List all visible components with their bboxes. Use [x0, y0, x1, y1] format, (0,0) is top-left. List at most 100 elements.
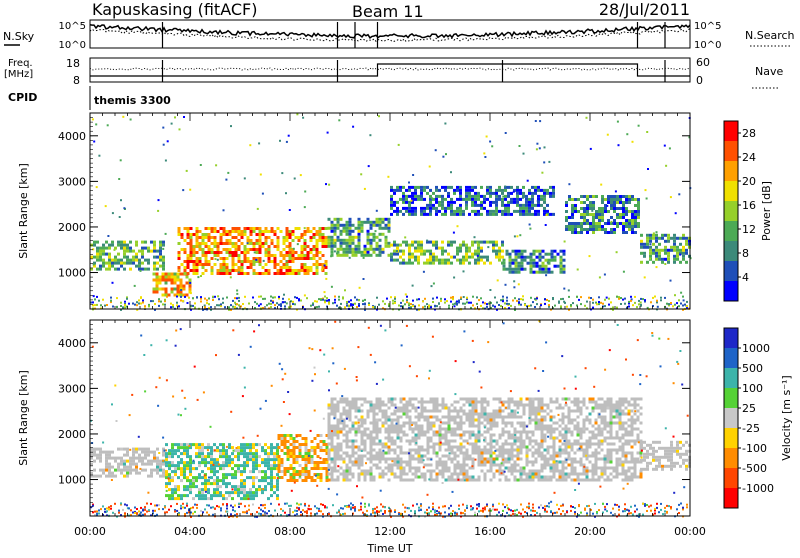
clutter-point — [408, 302, 410, 304]
scatter-cell — [478, 446, 481, 449]
scatter-cell — [498, 247, 501, 250]
scatter-cell — [427, 446, 430, 449]
scatter-cell — [511, 410, 514, 413]
scatter-cell — [244, 233, 247, 236]
scatter-cell — [649, 252, 652, 255]
scatter-cell — [409, 449, 412, 452]
scatter-cell — [96, 448, 99, 451]
scatter-cell — [250, 263, 253, 266]
scatter-cell — [298, 272, 301, 275]
scatter-cell — [445, 467, 448, 470]
scatter-cell — [174, 279, 177, 282]
scatter-cell — [415, 425, 418, 428]
scatter-cell — [150, 469, 153, 472]
scatter-cell — [293, 473, 296, 476]
scatter-cell — [526, 434, 529, 437]
clutter-point — [630, 296, 632, 298]
scatter-cell — [276, 497, 279, 500]
scatter-cell — [193, 272, 196, 275]
scatter-cell — [343, 470, 346, 473]
scatter-cell — [480, 256, 483, 259]
scatter-cell — [373, 428, 376, 431]
noise-point — [95, 123, 97, 125]
scatter-cell — [625, 210, 628, 213]
scatter-cell — [610, 231, 613, 234]
noise-point — [539, 147, 541, 149]
scatter-cell — [525, 201, 528, 204]
scatter-cell — [532, 470, 535, 473]
clutter-point — [236, 303, 238, 305]
scatter-cell — [544, 437, 547, 440]
noise-point — [107, 235, 109, 237]
scatter-cell — [328, 404, 331, 407]
scatter-cell — [511, 443, 514, 446]
noise-point — [325, 183, 327, 185]
scatter-cell — [442, 470, 445, 473]
scatter-cell — [189, 285, 192, 288]
scatter-cell — [484, 431, 487, 434]
scatter-cell — [159, 259, 162, 262]
scatter-cell — [177, 464, 180, 467]
scatter-cell — [246, 455, 249, 458]
scatter-cell — [244, 248, 247, 251]
scatter-cell — [480, 204, 483, 207]
scatter-cell — [390, 186, 393, 189]
scatter-cell — [307, 269, 310, 272]
scatter-cell — [469, 455, 472, 458]
scatter-cell — [346, 446, 349, 449]
scatter-cell — [445, 422, 448, 425]
scatter-cell — [552, 213, 555, 216]
scatter-cell — [204, 488, 207, 491]
clutter-point — [310, 305, 312, 307]
clutter-point — [92, 301, 94, 303]
scatter-cell — [316, 266, 319, 269]
scatter-cell — [637, 201, 640, 204]
scatter-cell — [424, 464, 427, 467]
scatter-cell — [427, 422, 430, 425]
scatter-cell — [276, 485, 279, 488]
scatter-cell — [402, 213, 405, 216]
noise-point — [408, 182, 410, 184]
clutter-point — [248, 303, 250, 305]
noise-point — [412, 192, 414, 194]
scatter-cell — [429, 210, 432, 213]
scatter-cell — [382, 233, 385, 236]
scatter-cell — [190, 233, 193, 236]
scatter-cell — [340, 218, 343, 221]
scatter-cell — [255, 449, 258, 452]
scatter-cell — [123, 475, 126, 478]
scatter-cell — [241, 260, 244, 263]
scatter-cell — [568, 198, 571, 201]
scatter-cell — [144, 268, 147, 271]
scatter-cell — [484, 479, 487, 482]
scatter-cell — [295, 236, 298, 239]
scatter-cell — [465, 186, 468, 189]
noise-point — [114, 259, 116, 261]
scatter-cell — [373, 449, 376, 452]
scatter-cell — [622, 195, 625, 198]
scatter-cell — [235, 251, 238, 254]
scatter-cell — [420, 253, 423, 256]
scatter-cell — [177, 449, 180, 452]
scatter-cell — [283, 257, 286, 260]
noise-point — [186, 170, 188, 172]
scatter-cell — [487, 470, 490, 473]
frequency-step-line — [90, 64, 690, 76]
scatter-cell — [423, 262, 426, 265]
scatter-cell — [132, 463, 135, 466]
scatter-cell — [211, 251, 214, 254]
scatter-cell — [421, 434, 424, 437]
clutter-point — [506, 300, 508, 302]
scatter-cell — [574, 207, 577, 210]
scatter-cell — [397, 467, 400, 470]
scatter-cell — [316, 239, 319, 242]
scatter-cell — [222, 446, 225, 449]
scatter-cell — [517, 446, 520, 449]
scatter-cell — [499, 434, 502, 437]
scatter-cell — [253, 263, 256, 266]
noise-point — [304, 206, 306, 208]
scatter-cell — [568, 228, 571, 231]
scatter-cell — [184, 227, 187, 230]
scatter-cell — [520, 437, 523, 440]
scatter-cell — [165, 455, 168, 458]
